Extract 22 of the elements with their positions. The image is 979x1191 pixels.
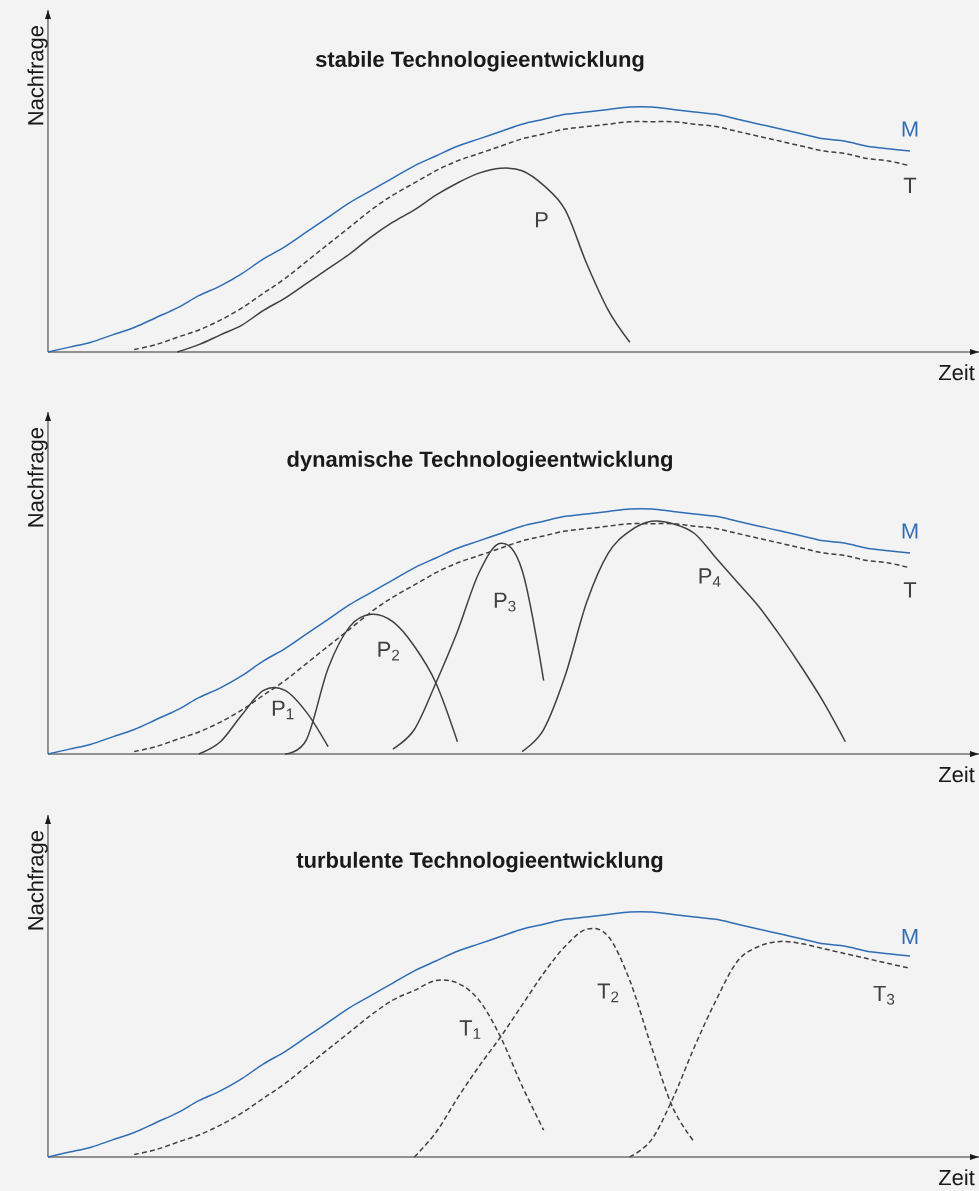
x-axis-title: Zeit: [938, 1169, 975, 1186]
series-label: T$_{3}$: [873, 985, 894, 1005]
series-label: T: [903, 582, 916, 598]
chart-title: stabile Technologieentwicklung: [315, 50, 644, 72]
series-label: P: [535, 212, 548, 228]
series-label: T$_{2}$: [597, 983, 619, 1003]
series-label: M: [902, 928, 918, 945]
series-label: P$_{1}$: [272, 700, 294, 720]
series-label: T$_{1}$: [459, 1020, 481, 1039]
chart-title: turbulente Technologieentwicklung: [296, 851, 663, 873]
x-axis-title: Zeit: [938, 766, 975, 783]
y-axis-title: Nachfrage: [27, 831, 48, 930]
series-label: P$_{4}$: [699, 568, 721, 587]
series-label: M: [902, 121, 918, 137]
series-label: M: [902, 523, 918, 539]
y-axis-title: Nachfrage: [27, 428, 48, 527]
chart-title: dynamische Technologieentwicklung: [287, 450, 672, 472]
x-axis-title: Zeit: [938, 364, 975, 381]
series-label: P$_{2}$: [378, 641, 399, 661]
series-label: T: [903, 177, 916, 193]
y-axis-title: Nachfrage: [27, 26, 48, 125]
series-label: P$_{3}$: [494, 592, 516, 612]
